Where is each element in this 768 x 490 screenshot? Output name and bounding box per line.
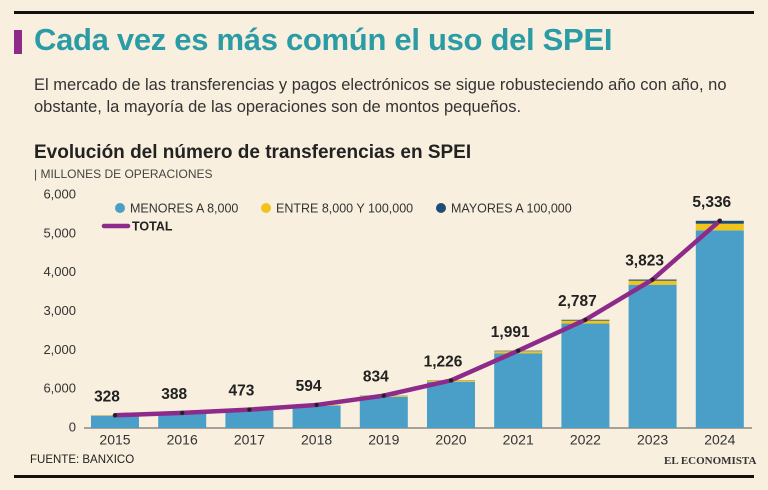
legend-label: TOTAL <box>132 219 173 233</box>
bar-segment <box>561 323 610 428</box>
data-label: 1,991 <box>491 324 530 341</box>
bar-segment <box>91 415 139 428</box>
total-point <box>180 410 185 416</box>
bar-segment <box>628 280 677 285</box>
data-label: 388 <box>161 386 187 403</box>
y-tick-label: 3,000 <box>43 303 76 318</box>
y-tick-label: 6,000 <box>43 381 76 396</box>
legend-swatch <box>115 203 125 213</box>
data-label: 328 <box>94 388 120 405</box>
total-point <box>314 402 319 408</box>
bar-segment <box>494 353 543 428</box>
total-point <box>516 348 521 353</box>
total-point <box>448 378 454 383</box>
bottom-rule <box>14 475 754 478</box>
total-point <box>247 407 252 412</box>
brand: EL ECONOMISTA <box>664 455 757 467</box>
data-label: 834 <box>363 369 389 386</box>
legend-label: MENORES A 8,000 <box>130 201 238 215</box>
total-point <box>650 277 655 282</box>
y-tick-label: 4,000 <box>43 264 76 279</box>
bar-segment <box>427 381 475 428</box>
title: Cada vez es más común el uso del SPEI <box>34 22 613 57</box>
data-label: 473 <box>228 383 254 400</box>
y-tick-label: 6,000 <box>43 186 76 201</box>
y-tick-label: 0 <box>69 419 76 434</box>
total-line <box>112 218 723 418</box>
total-point <box>583 317 588 322</box>
x-tick-label: 2023 <box>637 432 668 448</box>
bar-segment <box>359 396 408 428</box>
x-tick-label: 2022 <box>570 432 601 448</box>
source: FUENTE: BANXICO <box>30 454 135 466</box>
total-point <box>381 393 386 398</box>
total-point <box>717 218 722 223</box>
y-tick-label: 5,000 <box>43 225 76 240</box>
legend-label: ENTRE 8,000 Y 100,000 <box>276 201 413 215</box>
x-tick-label: 2016 <box>167 432 198 448</box>
x-tick-label: 2015 <box>99 432 130 448</box>
top-rule <box>14 11 754 14</box>
data-label: 2,787 <box>558 293 597 310</box>
data-label: 594 <box>296 378 322 395</box>
title-marker <box>14 30 22 54</box>
y-axis-label: | MILLONES DE OPERACIONES <box>34 167 213 181</box>
legend-swatch <box>261 203 271 213</box>
bar-segment <box>628 284 677 428</box>
data-label: 1,226 <box>424 353 463 370</box>
bar-segment <box>158 413 207 428</box>
data-label: 5,336 <box>692 194 731 211</box>
x-tick-label: 2020 <box>435 432 466 448</box>
bar-segment <box>695 230 744 428</box>
legend-swatch <box>436 203 446 213</box>
bar-segment <box>292 405 341 428</box>
x-tick-label: 2021 <box>503 432 534 448</box>
chart-title: Evolución del número de transferencias e… <box>34 142 472 163</box>
data-label: 3,823 <box>625 253 664 270</box>
x-tick-label: 2024 <box>704 432 735 448</box>
bar-segment <box>225 410 274 428</box>
total-point <box>112 413 118 418</box>
bar-segment <box>695 223 744 231</box>
legend-label: MAYORES A 100,000 <box>451 201 572 215</box>
subtitle: El mercado de las transferencias y pagos… <box>34 76 727 116</box>
x-tick-label: 2019 <box>368 432 399 448</box>
y-tick-label: 2,000 <box>43 342 76 357</box>
x-tick-label: 2017 <box>234 432 265 448</box>
x-tick-label: 2018 <box>301 432 332 448</box>
